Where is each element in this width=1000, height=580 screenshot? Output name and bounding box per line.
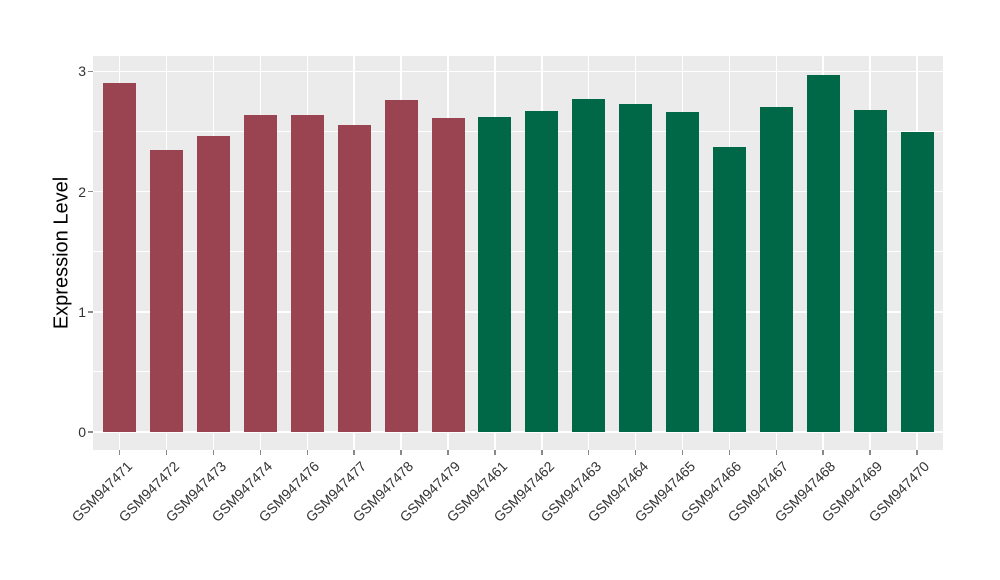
x-tick (118, 450, 121, 455)
bar-GSM947473 (197, 136, 230, 432)
y-tick-label: 2 (78, 183, 86, 200)
bar-GSM947467 (759, 107, 793, 432)
x-tick (916, 450, 918, 455)
minor-gridline (93, 131, 943, 132)
x-tick (212, 450, 215, 455)
x-tick (681, 450, 684, 455)
bar-GSM947462 (525, 111, 559, 432)
x-tick (400, 450, 402, 455)
x-tick (775, 450, 778, 455)
major-gridline (93, 70, 943, 73)
x-tick (447, 450, 449, 455)
bar-GSM947468 (806, 75, 840, 432)
x-tick (634, 450, 637, 455)
x-tick (869, 450, 871, 455)
minor-gridline (93, 251, 943, 253)
y-tick (88, 311, 93, 313)
bar-GSM947465 (666, 112, 699, 432)
x-tick (306, 450, 309, 455)
bar-GSM947463 (572, 99, 606, 432)
y-tick (88, 431, 93, 433)
bar-GSM947476 (290, 114, 324, 432)
major-gridline (93, 431, 943, 433)
y-tick-label: 3 (78, 63, 86, 80)
bar-GSM947464 (619, 103, 653, 432)
bar-GSM947474 (243, 114, 277, 432)
bar-GSM947477 (337, 125, 371, 432)
bar-GSM947479 (431, 118, 465, 432)
plot-panel (93, 56, 943, 450)
x-tick (165, 450, 168, 455)
y-tick-label: 1 (78, 303, 86, 320)
bar-GSM947469 (853, 109, 887, 432)
x-tick (259, 450, 262, 455)
x-tick (587, 450, 590, 455)
bar-GSM947470 (900, 131, 934, 432)
y-tick (88, 190, 93, 193)
minor-gridline (93, 371, 943, 373)
bar-GSM947471 (103, 83, 137, 432)
major-gridline (93, 190, 943, 193)
x-tick (541, 450, 543, 455)
y-tick (88, 70, 93, 73)
bar-GSM947461 (478, 117, 512, 432)
x-tick (494, 450, 496, 455)
x-tick (822, 450, 824, 455)
x-tick (353, 450, 355, 455)
bar-GSM947478 (384, 100, 418, 432)
x-tick (728, 450, 731, 455)
bar-GSM947466 (712, 147, 746, 432)
y-tick-label: 0 (78, 424, 86, 440)
major-gridline (93, 311, 943, 313)
bar-GSM947472 (150, 149, 184, 432)
